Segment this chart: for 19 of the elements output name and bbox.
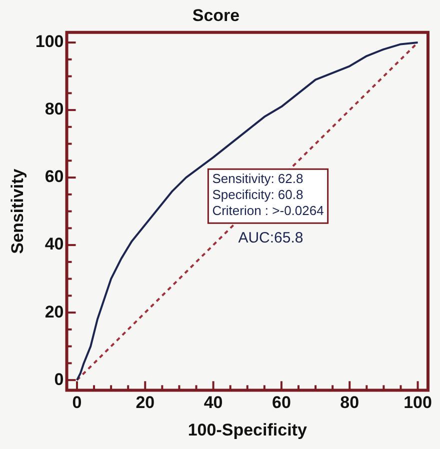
annotation: Criterion : >-0.0264 — [212, 203, 324, 218]
chart-title: Score — [192, 6, 240, 25]
y-tick-label: 80 — [44, 100, 64, 119]
x-tick-label: 20 — [136, 393, 155, 412]
x-axis-title: 100-Specificity — [188, 420, 308, 440]
y-axis-title: Sensitivity — [8, 168, 27, 254]
annotation: AUC:65.8 — [238, 230, 304, 247]
x-tick-label: 0 — [72, 393, 82, 412]
annotation: Sensitivity: 62.8 — [212, 171, 304, 186]
x-tick-label: 100 — [404, 393, 432, 412]
y-tick-label: 60 — [44, 167, 64, 186]
x-tick-label: 60 — [272, 393, 291, 412]
x-tick-label: 40 — [204, 393, 223, 412]
x-tick-label: 80 — [340, 393, 360, 412]
y-tick-label: 40 — [44, 234, 64, 254]
annotation: Specificity: 60.8 — [212, 187, 304, 202]
y-tick-label: 20 — [44, 302, 64, 322]
y-tick-label: 100 — [35, 32, 64, 52]
y-tick-label: 0 — [54, 370, 64, 389]
